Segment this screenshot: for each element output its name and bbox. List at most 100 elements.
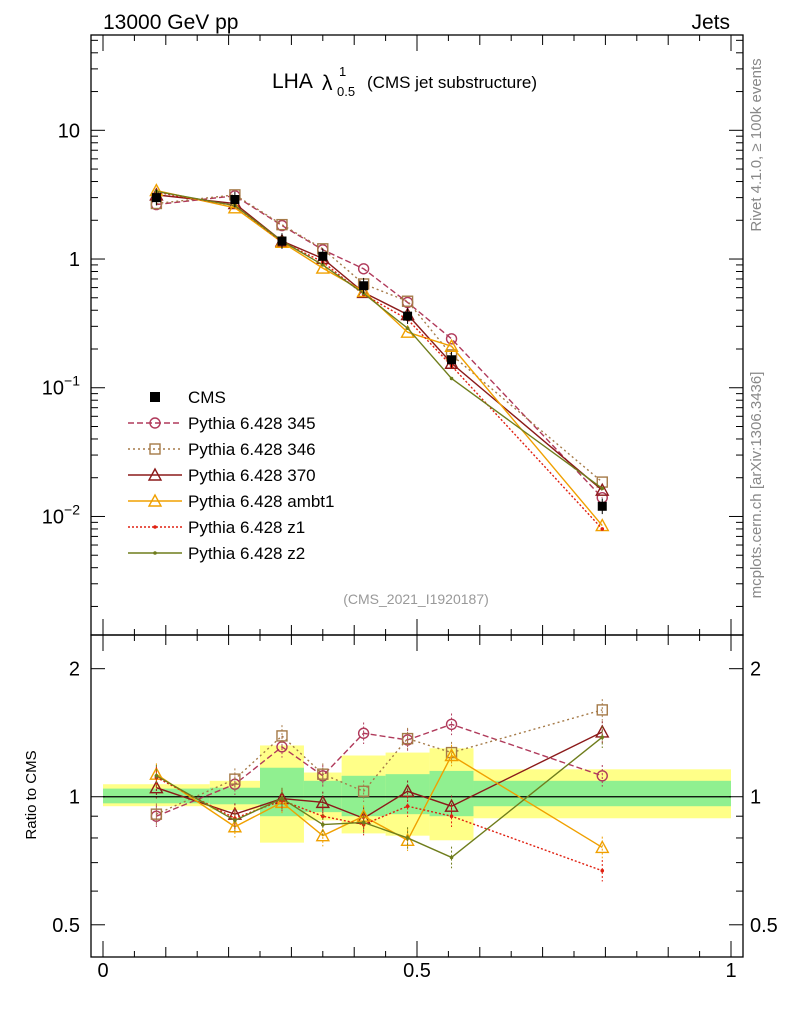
ratio-series-point [280, 796, 284, 801]
ratio-series-point [595, 839, 610, 854]
ratio-series-point [600, 868, 605, 873]
ratio-series-point [600, 735, 605, 740]
data-point [151, 193, 161, 203]
ratio-series-line [156, 709, 603, 815]
legend-label: CMS [188, 388, 226, 407]
process-label: Jets [691, 11, 730, 34]
energy-label: 13000 GeV pp [103, 11, 238, 34]
ratio-series-point [233, 818, 237, 823]
main-series-point [600, 527, 605, 531]
ratio-series-point [321, 814, 325, 819]
main-series-point [276, 218, 288, 231]
axes-group: 10 1 10−1 10−2 0.5 0.5 1 1 2 2 0 0.5 1 [42, 34, 778, 982]
ratio-series-point [444, 748, 459, 762]
legend-marker [147, 493, 163, 507]
main-series-point [449, 376, 454, 381]
legend-entry-0: Pythia 6.428 345 [128, 414, 316, 433]
main-series-point [405, 326, 410, 331]
legend-label: Pythia 6.428 345 [188, 414, 316, 433]
mcplots-label: mcplots.cern.ch [arXiv:1306.3436] [748, 372, 765, 599]
ratio-series-point [596, 770, 608, 782]
x-tick-label: 1 [725, 960, 736, 982]
ratio-y-tick-label-right: 2 [750, 659, 761, 681]
legend-label: Pythia 6.428 z2 [188, 544, 305, 563]
ratio-series-point [227, 819, 243, 833]
ratio-series-point [401, 732, 414, 745]
legend-marker [150, 392, 160, 402]
legend-entry-cms: CMS [150, 388, 226, 407]
legend-entry-5: Pythia 6.428 z2 [128, 544, 305, 563]
ratio-series-point [276, 730, 288, 742]
main-series-line [156, 194, 603, 483]
ratio-series-point [150, 808, 163, 820]
legend-marker [149, 417, 161, 429]
ratio-series-point [361, 820, 366, 825]
x-tick-label: 0.5 [403, 960, 431, 982]
ratio-series-point [149, 780, 164, 794]
legend-entry-1: Pythia 6.428 346 [128, 440, 316, 459]
ratio-series-line [156, 776, 603, 872]
legend: CMS Pythia 6.428 345 Pythia 6.428 346 Pythi… [128, 388, 334, 563]
ratio-series-5 [154, 726, 605, 869]
ratio-series-point [321, 822, 325, 827]
ratio-y-tick-label: 0.5 [52, 915, 80, 937]
ratio-y-tick-label-right: 0.5 [750, 915, 778, 937]
legend-marker [149, 443, 161, 455]
legend-marker [153, 525, 157, 529]
data-point [318, 251, 328, 261]
legend-label: Pythia 6.428 370 [188, 466, 316, 485]
ratio-series-line [156, 736, 603, 859]
main-series-point [595, 482, 610, 496]
data-points-cms [151, 189, 607, 515]
main-series-point [445, 333, 458, 345]
ratio-series-point [596, 704, 608, 716]
ratio-y-axis-label: Ratio to CMS [23, 750, 40, 839]
ratio-series-point [154, 773, 159, 778]
ratio-series-point [357, 727, 370, 739]
legend-label: Pythia 6.428 ambt1 [188, 492, 334, 511]
data-point [230, 195, 240, 205]
main-y-tick-exponent: −2 [64, 501, 80, 517]
analysis-id-label: (CMS_2021_I1920187) [343, 591, 489, 607]
plot-title: LHA λ 1 0.5 (CMS jet substructure) [272, 64, 537, 99]
main-y-tick-exponent: −1 [64, 373, 80, 389]
data-point [403, 311, 413, 321]
title-main: LHA [272, 70, 313, 93]
ratio-y-tick-label: 1 [69, 787, 80, 809]
main-series-point [357, 263, 370, 275]
legend-entry-2: Pythia 6.428 370 [128, 466, 316, 485]
ratio-series-line [156, 731, 603, 820]
data-point [359, 281, 369, 291]
ratio-series-point [357, 785, 370, 797]
ratio-series-line [155, 754, 603, 849]
main-series-line [156, 194, 603, 491]
main-series-point [401, 295, 414, 307]
main-series-group [149, 183, 610, 532]
main-series-point [321, 263, 325, 267]
title-subscript: 0.5 [337, 84, 355, 99]
ratio-series-point [449, 814, 454, 819]
title-superscript: 1 [339, 64, 346, 79]
title-symbol: λ [322, 72, 333, 95]
legend-entry-4: Pythia 6.428 z1 [128, 518, 305, 537]
legend-marker [153, 551, 157, 555]
legend-entry-3: Pythia 6.428 ambt1 [128, 492, 334, 511]
main-series-point [600, 486, 605, 491]
main-y-tick-label: 10 [58, 120, 80, 142]
x-tick-label: 0 [97, 960, 108, 982]
ratio-series-point [405, 804, 410, 809]
main-y-tick-label: 1 [69, 249, 80, 271]
ratio-y-tick-label-right: 1 [750, 787, 761, 809]
ratio-y-tick-label: 2 [69, 659, 80, 681]
title-subtitle: (CMS jet substructure) [367, 73, 537, 92]
data-point [447, 355, 457, 365]
legend-label: Pythia 6.428 z1 [188, 518, 305, 537]
main-series-point [444, 338, 459, 352]
legend-marker [147, 467, 163, 481]
legend-label: Pythia 6.428 346 [188, 440, 316, 459]
ratio-series-point [229, 773, 241, 785]
ratio-series-point [315, 828, 330, 842]
rivet-version-label: Rivet 4.1.0, ≥ 100k events [748, 58, 765, 231]
ratio-series-0 [150, 713, 608, 827]
